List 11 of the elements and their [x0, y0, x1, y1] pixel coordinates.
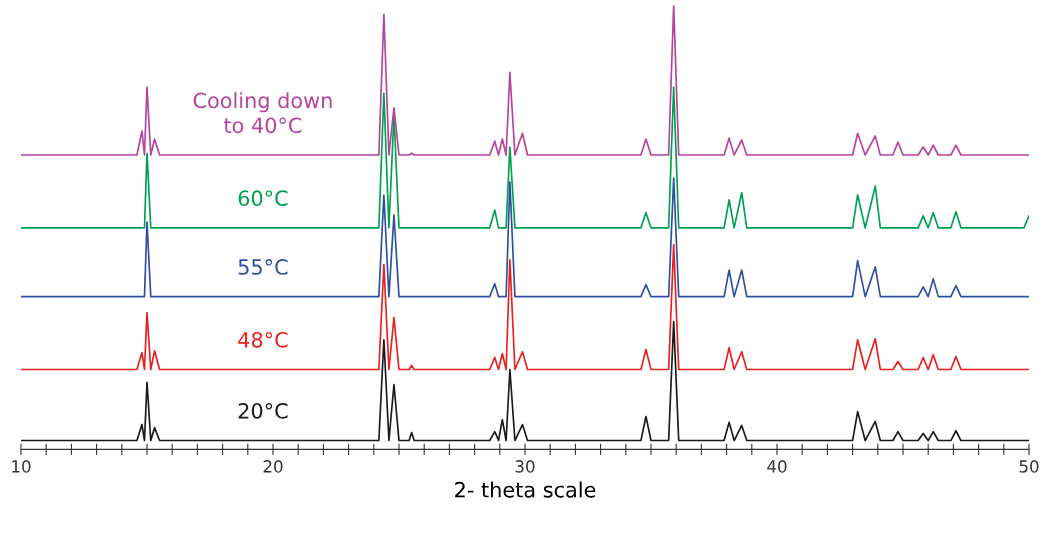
x-axis-title: 2- theta scale: [455, 481, 596, 498]
x-tick-label: 50: [1019, 460, 1039, 473]
series-label: 55°C: [238, 259, 288, 275]
x-tick-label: 10: [12, 460, 31, 473]
x-tick-label: 40: [767, 460, 787, 473]
series-label: 48°C: [238, 331, 288, 348]
x-tick-label: 30: [515, 460, 535, 473]
series-label: Cooling down to 40°C: [193, 92, 332, 134]
series-label: 60°C: [238, 190, 288, 207]
x-tick-label: 20: [263, 460, 283, 473]
series-label: 20°C: [238, 402, 288, 419]
